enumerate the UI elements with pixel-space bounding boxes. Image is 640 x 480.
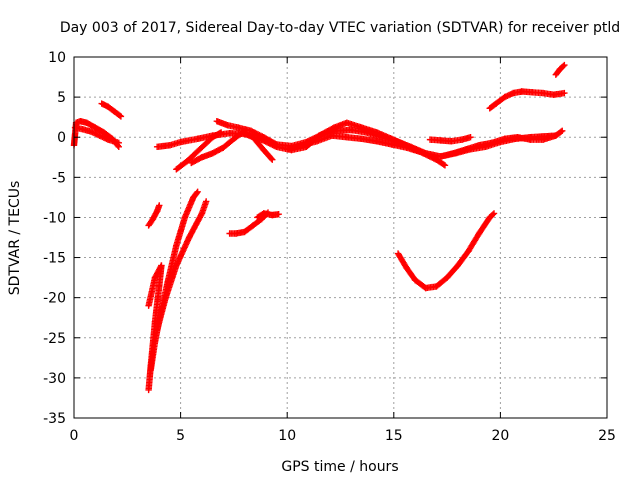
data-point: [254, 131, 262, 138]
series-arc-15: [284, 132, 423, 155]
axes: 0 5 10 15 20 25 10 5 0 -5 -10 -15 -20 -25 -30 -35: [43, 50, 616, 444]
data-point: [416, 148, 423, 155]
y-tick-label: 5: [57, 90, 66, 106]
y-tick-label: 10: [48, 50, 66, 66]
data-point: [490, 210, 498, 217]
data-point: [115, 139, 122, 147]
series-arc-8: [153, 198, 210, 333]
data-point: [561, 61, 568, 69]
data-point: [561, 89, 568, 97]
y-tick-label: -25: [43, 331, 66, 347]
series-arc-3: [98, 100, 125, 120]
data-point: [441, 162, 449, 169]
series-arc-2: [71, 124, 122, 147]
y-tick-label: -5: [52, 170, 66, 186]
x-tick-label: 5: [176, 428, 185, 444]
data-point: [247, 127, 255, 135]
series-arc-14: [254, 210, 282, 221]
y-tick-label: -30: [43, 371, 66, 387]
y-axis-label: SDTVAR / TECUs: [7, 181, 23, 296]
series-arc-18: [437, 127, 566, 160]
y-tick-label: -20: [43, 291, 66, 307]
series-arc-20: [552, 61, 568, 78]
chart-title: Day 003 of 2017, Sidereal Day-to-day VTE…: [60, 20, 620, 36]
data-point: [269, 156, 276, 163]
y-tick-label: 0: [57, 130, 66, 146]
data-point: [440, 161, 447, 168]
x-tick-label: 15: [385, 428, 403, 444]
x-tick-label: 10: [278, 428, 296, 444]
data-point: [252, 129, 259, 137]
data-point: [250, 129, 257, 136]
data-point: [198, 211, 205, 218]
data-point: [489, 211, 497, 218]
series-arc-10: [173, 129, 225, 173]
data-point: [202, 198, 210, 205]
series-arc-4: [145, 202, 163, 229]
data-series: [70, 61, 568, 394]
data-point: [253, 130, 260, 137]
x-tick-label: 0: [70, 428, 79, 444]
y-tick-label: -35: [43, 411, 66, 427]
x-axis-label: GPS time / hours: [281, 459, 398, 475]
data-point: [275, 211, 282, 218]
series-arc-6: [145, 262, 165, 309]
data-point: [560, 62, 567, 70]
data-point: [194, 188, 201, 195]
series-arc-19: [486, 88, 568, 112]
data-point: [467, 134, 474, 141]
data-point: [256, 131, 263, 139]
data-point: [156, 202, 163, 209]
data-point: [116, 112, 124, 119]
data-point: [249, 128, 256, 135]
data-point: [257, 132, 265, 139]
x-tick-label: 20: [491, 428, 509, 444]
data-point: [559, 127, 566, 135]
data-point: [557, 128, 565, 135]
series-arc-17: [426, 134, 474, 145]
y-tick-label: -15: [43, 251, 66, 267]
plot-frame: [73, 56, 608, 419]
data-point: [157, 263, 164, 271]
data-point: [158, 262, 165, 269]
data-point: [117, 113, 125, 120]
y-tick-label: -10: [43, 210, 66, 226]
x-tick-label: 25: [598, 428, 616, 444]
data-point: [217, 129, 225, 136]
data-point: [268, 155, 275, 162]
series-arc-16: [394, 210, 498, 292]
data-point: [193, 189, 201, 197]
